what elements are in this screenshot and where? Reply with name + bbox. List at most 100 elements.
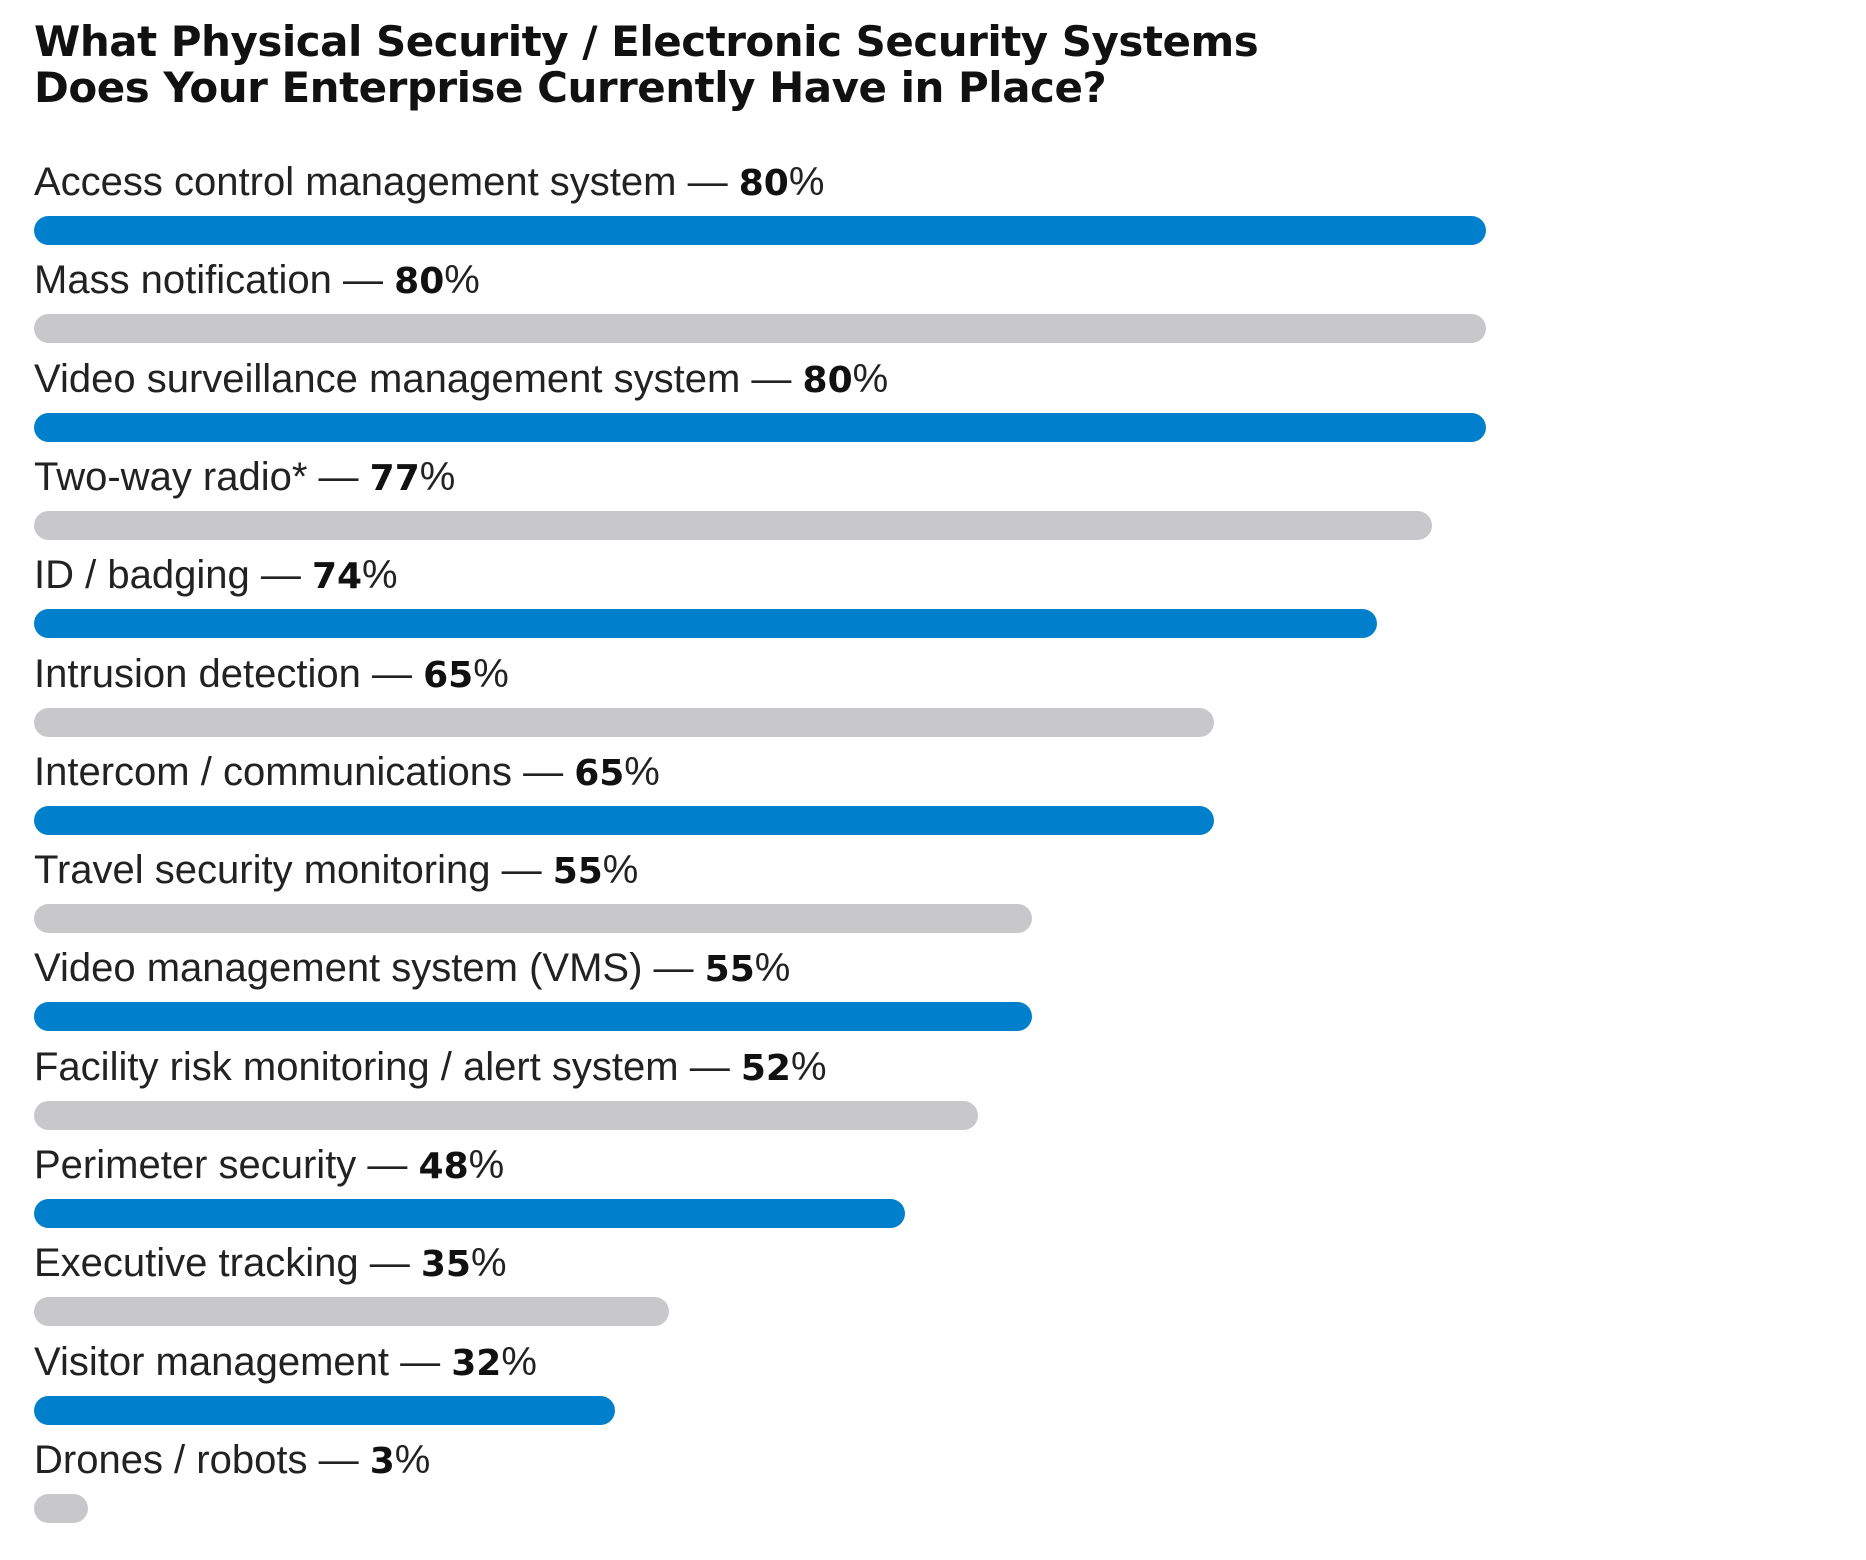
bar <box>34 609 1378 639</box>
bar-track <box>34 412 1486 442</box>
bar-row: ID / badging — 74% <box>34 551 1534 649</box>
unit-label: % <box>501 1339 537 1384</box>
unit-label: % <box>394 1437 431 1482</box>
unit-label: % <box>790 1044 827 1089</box>
unit-label: % <box>444 258 480 303</box>
bar-row: Access control management system — 80% <box>34 158 1534 256</box>
bar-row: Travel security monitoring — 55% <box>34 846 1534 944</box>
data-label: 55 <box>552 851 603 893</box>
label-separator: — <box>740 356 803 401</box>
bar-track <box>34 609 1486 639</box>
bar-row: Facility risk monitoring / alert system … <box>34 1043 1534 1141</box>
bar-label: Video surveillance management system — 8… <box>34 355 888 405</box>
data-label: 80 <box>394 261 445 303</box>
label-separator: — <box>490 848 553 893</box>
data-label: 80 <box>802 359 853 401</box>
bar-track <box>34 314 1486 344</box>
bar-label: Facility risk monitoring / alert system … <box>34 1043 827 1093</box>
bar-track <box>34 1493 1486 1523</box>
unit-label: % <box>754 946 791 991</box>
category-label: Mass notification <box>34 258 332 303</box>
bar-label: Mass notification — 80% <box>34 256 480 306</box>
data-label: 35 <box>420 1244 471 1286</box>
category-label: Video management system (VMS) <box>34 946 643 991</box>
unit-label: % <box>624 749 660 794</box>
bar-label: Access control management system — 80% <box>34 158 824 208</box>
bar-row: Video management system (VMS) — 55% <box>34 944 1534 1042</box>
bar <box>34 412 1486 442</box>
unit-label: % <box>788 160 825 204</box>
bar <box>34 1199 906 1228</box>
bar <box>34 1297 670 1327</box>
bar-track <box>34 216 1486 245</box>
label-separator: — <box>331 258 395 303</box>
bar-row: Intercom / communications — 65% <box>34 748 1534 846</box>
bar-row: Visitor management — 32% <box>34 1338 1534 1436</box>
data-label: 55 <box>704 949 755 991</box>
bar-track <box>34 904 1486 934</box>
label-separator: — <box>642 946 705 991</box>
chart-title-line-1: What Physical Security / Electronic Secu… <box>34 17 1259 66</box>
label-separator: — <box>389 1339 452 1384</box>
unit-label: % <box>473 651 509 696</box>
bar-row: Perimeter security — 48% <box>34 1141 1534 1239</box>
category-label: Visitor management <box>34 1339 389 1384</box>
label-separator: — <box>360 651 424 696</box>
bar-label: ID / badging — 74% <box>34 551 398 601</box>
bar-label: Video management system (VMS) — 55% <box>34 944 790 994</box>
bar-track <box>34 1199 1486 1228</box>
bar-label: Executive tracking — 35% <box>34 1239 507 1289</box>
bar-track <box>34 805 1486 835</box>
bar-label: Travel security monitoring — 55% <box>34 846 638 896</box>
bar <box>34 1100 978 1130</box>
bar-label: Visitor management — 32% <box>34 1338 537 1388</box>
category-label: Travel security monitoring <box>34 848 491 893</box>
data-label: 65 <box>574 752 625 794</box>
bar-track <box>34 1297 1486 1327</box>
data-label: 52 <box>740 1047 791 1089</box>
label-separator: — <box>356 1143 419 1187</box>
unit-label: % <box>852 356 889 401</box>
bar-track <box>34 707 1486 737</box>
label-separator: — <box>249 553 312 598</box>
bar-row: Intrusion detection — 65% <box>34 650 1534 748</box>
bar <box>34 510 1432 540</box>
unit-label: % <box>602 848 639 893</box>
category-label: Access control management system <box>34 160 677 204</box>
category-label: Intrusion detection <box>34 651 361 696</box>
bar-row: Mass notification — 80% <box>34 256 1534 354</box>
data-label: 32 <box>451 1342 502 1384</box>
label-separator: — <box>358 1241 421 1286</box>
bar-label: Two-way radio* — 77% <box>34 453 455 503</box>
bar-track <box>34 1002 1486 1032</box>
data-label: 77 <box>369 457 420 499</box>
bar <box>34 1493 89 1523</box>
category-label: Perimeter security <box>34 1143 357 1187</box>
label-separator: — <box>511 749 575 794</box>
unit-label: % <box>468 1143 505 1187</box>
category-label: Intercom / communications <box>34 749 512 794</box>
category-label: ID / badging <box>34 553 250 598</box>
bar-row: Video surveillance management system — 8… <box>34 355 1534 453</box>
bar <box>34 707 1214 737</box>
category-label: Facility risk monitoring / alert system <box>34 1044 679 1089</box>
category-label: Drones / robots <box>34 1437 308 1482</box>
bar <box>34 1395 615 1425</box>
chart-title-line-2: Does Your Enterprise Currently Have in P… <box>34 63 1107 112</box>
bar-label: Intercom / communications — 65% <box>34 748 660 798</box>
data-label: 74 <box>311 556 363 598</box>
bar <box>34 314 1486 344</box>
unit-label: % <box>470 1241 507 1286</box>
bar <box>34 904 1033 934</box>
bar-label: Perimeter security — 48% <box>34 1141 504 1191</box>
unit-label: % <box>419 454 456 499</box>
bar-row: Drones / robots — 3% <box>34 1436 1534 1534</box>
bar-row: Two-way radio* — 77% <box>34 453 1534 551</box>
bar-label: Drones / robots — 3% <box>34 1436 430 1486</box>
bar-track <box>34 510 1486 540</box>
data-label: 65 <box>423 654 474 696</box>
category-label: Executive tracking <box>34 1241 359 1286</box>
category-label: Video surveillance management system <box>34 356 741 401</box>
category-label: Two-way radio* <box>34 454 308 499</box>
